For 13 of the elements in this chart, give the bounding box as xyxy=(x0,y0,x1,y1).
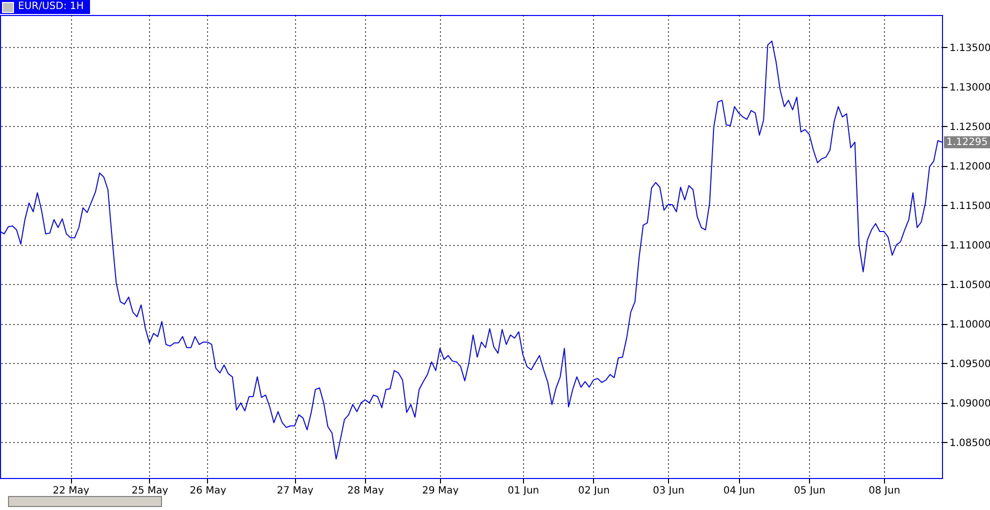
y-tick-label: 1.11500 xyxy=(950,200,990,212)
y-tick-label: 1.13500 xyxy=(950,42,990,54)
y-tick-label: 1.13000 xyxy=(950,82,990,94)
y-tick-label: 1.11000 xyxy=(950,240,990,252)
y-tick-label: 1.09500 xyxy=(950,358,990,370)
y-tick-label: 1.10000 xyxy=(950,319,990,330)
text: 1.12295 xyxy=(946,137,988,148)
y-tick-label: 1.12000 xyxy=(950,161,990,172)
y-tick-label: 1.08500 xyxy=(950,438,990,449)
y-tick-label: 1.12500 xyxy=(950,122,990,133)
y-tick-label: 1.09000 xyxy=(950,398,990,410)
y-tick-label: 1.10500 xyxy=(950,280,990,291)
chart-title: EUR/USD: 1H xyxy=(18,0,84,14)
